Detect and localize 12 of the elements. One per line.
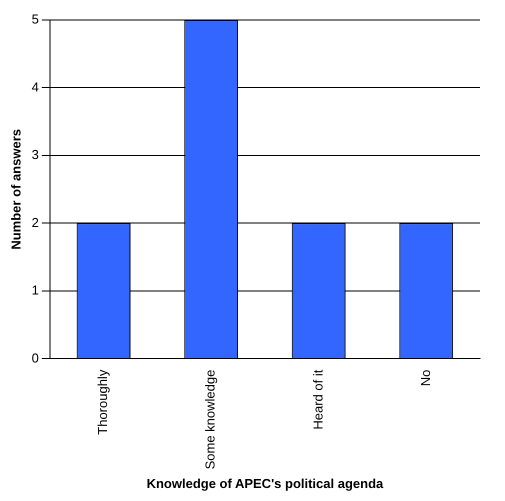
x-tick-label: Some knowledge [202,370,218,470]
y-tick-label: 4 [32,79,39,94]
y-tick-label: 3 [32,147,39,162]
x-axis-title: Knowledge of APEC's political agenda [146,476,384,491]
x-tick-label: No [418,370,433,386]
y-tick-label: 5 [32,12,39,27]
y-tick-label: 2 [32,214,39,230]
x-tick-label: Thoroughly [95,369,110,435]
y-tick-label: 0 [32,350,39,366]
x-tick-label: Heard of it [310,369,326,430]
y-tick-label: 1 [32,282,39,298]
y-axis-title: Number of answers [8,129,24,250]
